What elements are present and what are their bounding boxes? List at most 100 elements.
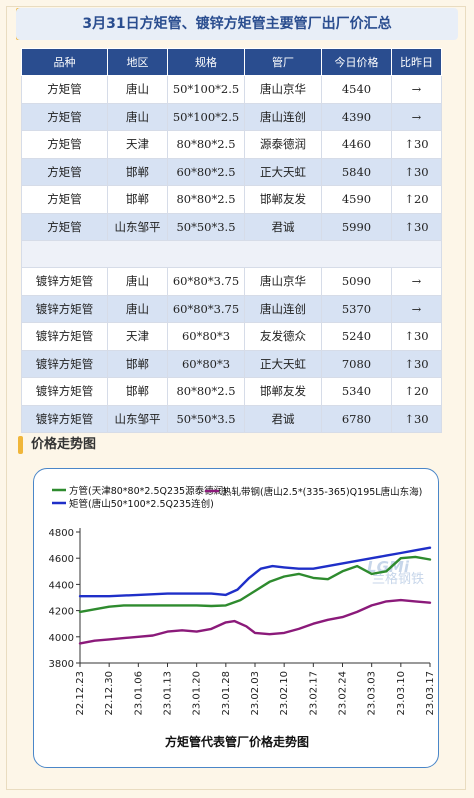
series-line-0 (78, 555, 432, 614)
cell-change: → (391, 102, 442, 131)
col-header-price: 今日价格 (321, 48, 392, 76)
y-tick-label: 4400 (49, 580, 74, 591)
chart-title: 方矩管代表管厂价格走势图 (164, 735, 309, 749)
x-tick-label: 23.02.17 (308, 671, 319, 716)
cell-product: 镀锌方矩管 (21, 267, 108, 296)
cell-product: 方矩管 (21, 157, 108, 186)
table-row: 镀锌方矩管 邯郸 80*80*2.5 邯郸友发 5340 ↑20 (21, 377, 442, 406)
section-title: 价格走势图 (31, 437, 97, 452)
cell-region: 唐山 (107, 102, 168, 131)
col-header-mill: 管厂 (244, 48, 322, 76)
legend-label: 方管(天津80*80*2.5Q235源泰德润) (69, 485, 227, 497)
y-tick-label: 4000 (49, 633, 74, 644)
x-tick-label: 23.03.03 (367, 671, 378, 716)
section-accent-bar (18, 436, 23, 454)
cell-region: 山东邹平 (107, 404, 168, 433)
x-tick-label: 23.03.10 (396, 671, 407, 716)
cell-product: 方矩管 (21, 212, 108, 241)
legend-label: 热轧带钢(唐山2.5*(335-365)Q195L唐山东海) (222, 486, 422, 498)
cell-price: 5840 (321, 157, 392, 186)
cell-change: ↑30 (391, 404, 442, 433)
watermark-logo: LGMi (367, 558, 410, 576)
x-tick-label: 23.01.20 (192, 671, 203, 716)
y-tick-label: 4200 (49, 607, 74, 618)
cell-mill: 邯郸友发 (244, 185, 322, 214)
series-line-2 (78, 598, 432, 645)
cell-spec: 80*80*2.5 (167, 377, 245, 406)
cell-change: ↑30 (391, 349, 442, 378)
cell-spec: 60*80*2.5 (167, 157, 245, 186)
cell-price: 7080 (321, 349, 392, 378)
cell-mill: 唐山连创 (244, 102, 322, 131)
cell-spec: 50*50*3.5 (167, 404, 245, 433)
table-row: 镀锌方矩管 山东邹平 50*50*3.5 君诚 6780 ↑30 (21, 404, 442, 433)
table-row: 方矩管 唐山 50*100*2.5 唐山连创 4390 → (21, 102, 442, 131)
cell-product: 方矩管 (21, 75, 108, 104)
cell-region: 邯郸 (107, 349, 168, 378)
cell-spec: 80*80*2.5 (167, 130, 245, 159)
page-title: 3月31日方矩管、镀锌方矩管主要管厂出厂价汇总 (16, 8, 458, 40)
cell-region: 邯郸 (107, 377, 168, 406)
series-line-1 (78, 546, 432, 598)
y-tick-label: 4800 (49, 528, 74, 539)
y-tick-label: 4600 (49, 554, 74, 565)
col-header-spec: 规格 (167, 48, 245, 76)
cell-region: 天津 (107, 130, 168, 159)
cell-spec: 60*80*3 (167, 349, 245, 378)
cell-change: ↑30 (391, 130, 442, 159)
table-row: 方矩管 天津 80*80*2.5 源泰德润 4460 ↑30 (21, 130, 442, 159)
cell-change: ↑20 (391, 185, 442, 214)
cell-mill: 唐山连创 (244, 294, 322, 323)
x-tick-label: 22.12.30 (104, 671, 115, 716)
cell-spec: 50*100*2.5 (167, 75, 245, 104)
cell-spec: 80*80*2.5 (167, 185, 245, 214)
table-header-row: 品种 地区 规格 管厂 今日价格 比昨日 (21, 48, 442, 76)
cell-mill: 正大天虹 (244, 349, 322, 378)
cell-product: 镀锌方矩管 (21, 349, 108, 378)
y-tick-label: 3800 (49, 659, 74, 670)
watermark-text: 兰格钢铁 (372, 571, 424, 587)
group-separator-row (21, 240, 442, 268)
cell-price: 5090 (321, 267, 392, 296)
x-tick-label: 23.02.24 (338, 671, 349, 716)
col-header-change: 比昨日 (391, 48, 442, 76)
cell-change: → (391, 267, 442, 296)
cell-product: 方矩管 (21, 130, 108, 159)
cell-mill: 唐山京华 (244, 75, 322, 104)
cell-change: → (391, 294, 442, 323)
table-row: 方矩管 邯郸 60*80*2.5 正大天虹 5840 ↑30 (21, 157, 442, 186)
table-row: 方矩管 邯郸 80*80*2.5 邯郸友发 4590 ↑20 (21, 185, 442, 214)
x-tick-label: 23.01.28 (221, 671, 232, 716)
cell-price: 5370 (321, 294, 392, 323)
cell-price: 6780 (321, 404, 392, 433)
cell-region: 唐山 (107, 294, 168, 323)
x-tick-label: 23.01.13 (163, 671, 174, 716)
x-tick-label: 23.01.06 (133, 671, 144, 716)
legend-label: 矩管(唐山50*100*2.5Q235连创) (69, 498, 214, 510)
chart-panel (33, 468, 439, 768)
x-tick-label: 23.02.03 (250, 671, 261, 716)
cell-price: 5990 (321, 212, 392, 241)
price-table: 品种 地区 规格 管厂 今日价格 比昨日 方矩管 唐山 50*100*2.5 唐山京华… (21, 48, 442, 433)
cell-mill: 邯郸友发 (244, 377, 322, 406)
cell-region: 唐山 (107, 75, 168, 104)
cell-region: 天津 (107, 322, 168, 351)
cell-product: 方矩管 (21, 185, 108, 214)
cell-change: ↑30 (391, 157, 442, 186)
cell-spec: 60*80*3.75 (167, 294, 245, 323)
x-tick-label: 22.12.23 (75, 671, 86, 716)
cell-price: 4590 (321, 185, 392, 214)
table-row: 镀锌方矩管 唐山 60*80*3.75 唐山连创 5370 → (21, 294, 442, 323)
cell-spec: 60*80*3 (167, 322, 245, 351)
cell-mill: 源泰德润 (244, 130, 322, 159)
cell-price: 4390 (321, 102, 392, 131)
cell-product: 镀锌方矩管 (21, 322, 108, 351)
cell-product: 镀锌方矩管 (21, 294, 108, 323)
separator-cell (21, 240, 442, 268)
x-tick-label: 23.03.17 (425, 671, 436, 716)
cell-price: 4460 (321, 130, 392, 159)
cell-mill: 友发德众 (244, 322, 322, 351)
cell-mill: 君诚 (244, 404, 322, 433)
col-header-product: 品种 (21, 48, 108, 76)
